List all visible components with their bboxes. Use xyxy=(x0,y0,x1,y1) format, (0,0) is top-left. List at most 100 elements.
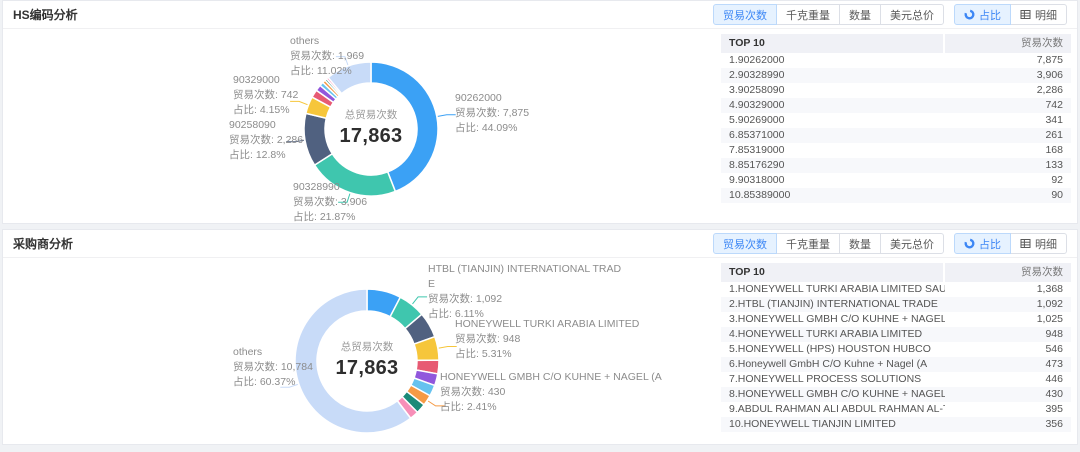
callout-line xyxy=(290,100,308,106)
table-row[interactable]: 4.HONEYWELL TURKI ARABIA LIMITED 948 xyxy=(721,327,1071,342)
panel-buyer-analysis: 采购商分析 贸易次数 千克重量 数量 美元总价 占比 明细 xyxy=(2,229,1078,445)
row-label: 4.HONEYWELL TURKI ARABIA LIMITED xyxy=(729,328,923,340)
callout-line xyxy=(280,383,298,388)
table-row[interactable]: 10.85389000 90 xyxy=(721,188,1071,203)
metric-toggle-group: 贸易次数 千克重量 数量 美元总价 xyxy=(713,4,944,25)
table-row[interactable]: 1.90262000 7,875 xyxy=(721,53,1071,68)
metric-button-trade-count[interactable]: 贸易次数 xyxy=(713,4,777,25)
table-row[interactable]: 5.HONEYWELL (HPS) HOUSTON HUBCO 546 xyxy=(721,342,1071,357)
row-label: 4.90329000 xyxy=(729,99,785,111)
row-label: 5.90269000 xyxy=(729,114,785,126)
donut-chart-buyers: 总贸易次数 17,863 HTBL (TIANJIN) INTERNATIONA… xyxy=(3,258,708,444)
view-button-proportion[interactable]: 占比 xyxy=(954,4,1011,25)
view-button-detail[interactable]: 明细 xyxy=(1010,233,1067,254)
donut-segment[interactable] xyxy=(327,61,372,95)
table-row[interactable]: 8.85176290 133 xyxy=(721,158,1071,173)
donut-chart-hs: 总贸易次数 17,863 others 贸易次数: 1,969 占比: 11.0… xyxy=(3,29,708,223)
metric-button-quantity[interactable]: 数量 xyxy=(839,233,881,254)
row-value: 395 xyxy=(1045,403,1063,415)
panel-body: 总贸易次数 17,863 HTBL (TIANJIN) INTERNATIONA… xyxy=(3,258,1077,444)
table-row[interactable]: 7.85319000 168 xyxy=(721,143,1071,158)
row-label: 7.85319000 xyxy=(729,144,785,156)
callout-line xyxy=(412,296,428,305)
pie-chart-icon xyxy=(964,9,975,20)
table-row[interactable]: 3.90258090 2,286 xyxy=(721,83,1071,98)
table-header-rank: TOP 10 xyxy=(721,263,943,282)
donut-segment[interactable] xyxy=(303,112,334,167)
row-label: 10.85389000 xyxy=(729,189,791,201)
table-row[interactable]: 8.HONEYWELL GMBH C/O KUHNE + NAGEL (A 430 xyxy=(721,387,1071,402)
table-header-value: 贸易次数 xyxy=(945,263,1071,282)
table-row[interactable]: 7.HONEYWELL PROCESS SOLUTIONS 446 xyxy=(721,372,1071,387)
callout-line xyxy=(438,346,457,349)
row-value: 742 xyxy=(1045,99,1063,111)
row-value: 168 xyxy=(1045,144,1063,156)
callout-line xyxy=(338,193,351,203)
chart-callout-90328990: 90328990 贸易次数: 3,906 占比: 21.87% xyxy=(293,181,368,223)
callout-line xyxy=(427,400,445,407)
table-row[interactable]: 2.HTBL (TIANJIN) INTERNATIONAL TRADE 1,09… xyxy=(721,297,1071,312)
panel-controls: 贸易次数 千克重量 数量 美元总价 占比 明细 xyxy=(713,4,1067,25)
panel-controls: 贸易次数 千克重量 数量 美元总价 占比 明细 xyxy=(713,233,1067,254)
view-toggle-group: 占比 明细 xyxy=(954,4,1067,25)
table-row[interactable]: 2.90328990 3,906 xyxy=(721,68,1071,83)
panel-header: 采购商分析 贸易次数 千克重量 数量 美元总价 占比 明细 xyxy=(3,230,1077,258)
row-label: 5.HONEYWELL (HPS) HOUSTON HUBCO xyxy=(729,343,931,355)
table-body: 1.HONEYWELL TURKI ARABIA LIMITED SAUD 1,3… xyxy=(721,282,1071,432)
chart-callout-90258090: 90258090 贸易次数: 2,286 占比: 12.8% xyxy=(229,119,304,161)
metric-button-usd-total[interactable]: 美元总价 xyxy=(880,233,944,254)
donut-chart-canvas[interactable] xyxy=(3,258,708,445)
table-row[interactable]: 1.HONEYWELL TURKI ARABIA LIMITED SAUD 1,3… xyxy=(721,282,1071,297)
table-body: 1.90262000 7,875 2.90328990 3,906 3.90258090… xyxy=(721,53,1071,203)
table-row[interactable]: 6.Honeywell GmbH C/O Kuhne + Nagel (A 473 xyxy=(721,357,1071,372)
metric-button-kg-weight[interactable]: 千克重量 xyxy=(776,233,840,254)
donut-segment[interactable] xyxy=(370,61,439,193)
view-button-detail[interactable]: 明细 xyxy=(1010,4,1067,25)
table-header-value: 贸易次数 xyxy=(945,34,1071,53)
table-row[interactable]: 10.HONEYWELL TIANJIN LIMITED 356 xyxy=(721,417,1071,432)
row-value: 1,092 xyxy=(1036,298,1063,310)
row-value: 92 xyxy=(1051,174,1063,186)
top10-table-buyers: TOP 10 贸易次数 1.HONEYWELL TURKI ARABIA LIM… xyxy=(721,263,1071,432)
table-row[interactable]: 3.HONEYWELL GMBH C/O KUHNE + NAGEL 1,025 xyxy=(721,312,1071,327)
callout-line xyxy=(437,114,456,117)
metric-button-usd-total[interactable]: 美元总价 xyxy=(880,4,944,25)
chart-callout-90262000: 90262000 贸易次数: 7,875 占比: 44.09% xyxy=(455,92,530,134)
donut-segment[interactable] xyxy=(294,288,412,434)
metric-toggle-group: 贸易次数 千克重量 数量 美元总价 xyxy=(713,233,944,254)
table-grid-icon xyxy=(1020,10,1031,19)
row-label: 1.90262000 xyxy=(729,54,785,66)
row-label: 3.HONEYWELL GMBH C/O KUHNE + NAGEL xyxy=(729,313,945,325)
row-label: 10.HONEYWELL TIANJIN LIMITED xyxy=(729,418,896,430)
table-grid-icon xyxy=(1020,239,1031,248)
row-value: 356 xyxy=(1045,418,1063,430)
table-row[interactable]: 6.85371000 261 xyxy=(721,128,1071,143)
metric-button-kg-weight[interactable]: 千克重量 xyxy=(776,4,840,25)
row-value: 90 xyxy=(1051,189,1063,201)
table-header: TOP 10 贸易次数 xyxy=(721,34,1071,53)
row-label: 8.85176290 xyxy=(729,159,785,171)
row-label: 2.90328990 xyxy=(729,69,785,81)
donut-chart-canvas[interactable] xyxy=(3,29,708,224)
row-value: 261 xyxy=(1045,129,1063,141)
chart-callout-gmbh-kuhne-nagel: HONEYWELL GMBH C/O KUHNE + NAGEL (A 贸易次数… xyxy=(440,371,662,413)
view-button-proportion[interactable]: 占比 xyxy=(954,233,1011,254)
panel-title: HS编码分析 xyxy=(13,8,78,22)
table-row[interactable]: 5.90269000 341 xyxy=(721,113,1071,128)
table-row[interactable]: 4.90329000 742 xyxy=(721,98,1071,113)
table-row[interactable]: 9.90318000 92 xyxy=(721,173,1071,188)
row-value: 430 xyxy=(1045,388,1063,400)
callout-line xyxy=(286,139,304,143)
row-value: 473 xyxy=(1045,358,1063,370)
table-header: TOP 10 贸易次数 xyxy=(721,263,1071,282)
metric-button-trade-count[interactable]: 贸易次数 xyxy=(713,233,777,254)
row-value: 2,286 xyxy=(1036,84,1063,96)
row-label: 9.ABDUL RAHMAN ALI ABDUL RAHMAN AL-TU xyxy=(729,403,945,415)
table-row[interactable]: 9.ABDUL RAHMAN ALI ABDUL RAHMAN AL-TU 395 xyxy=(721,402,1071,417)
row-value: 7,875 xyxy=(1036,54,1063,66)
pie-chart-icon xyxy=(964,238,975,249)
chart-callout-htbl: HTBL (TIANJIN) INTERNATIONAL TRADE 贸易次数:… xyxy=(428,263,622,320)
metric-button-quantity[interactable]: 数量 xyxy=(839,4,881,25)
view-toggle-group: 占比 明细 xyxy=(954,233,1067,254)
